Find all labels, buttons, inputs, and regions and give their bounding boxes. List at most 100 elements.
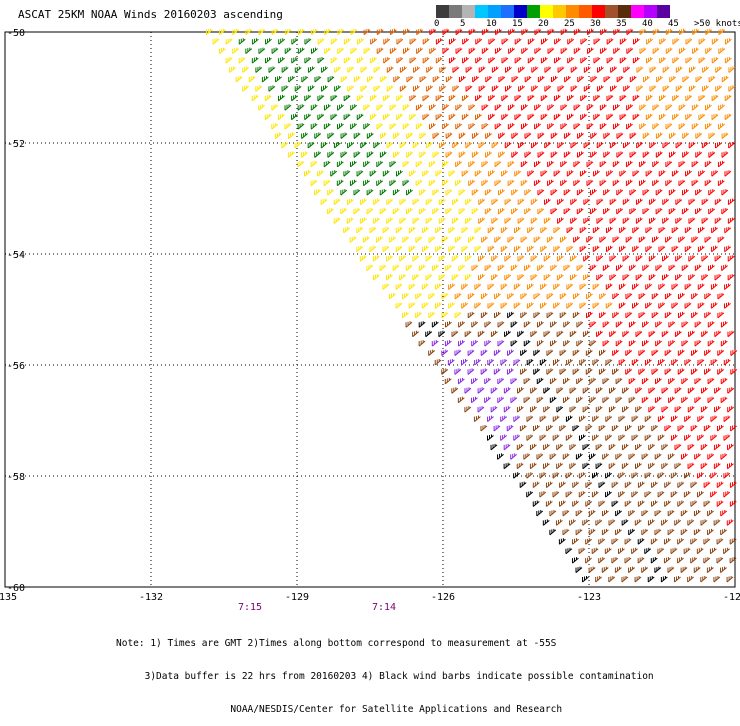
wind-barb bbox=[677, 311, 685, 319]
wind-barb bbox=[468, 236, 475, 243]
wind-barb bbox=[478, 141, 486, 149]
lon-tick-label: -120 bbox=[723, 592, 740, 603]
wind-barb bbox=[484, 340, 492, 347]
wind-barb bbox=[586, 179, 594, 187]
wind-barb bbox=[580, 38, 588, 45]
wind-barb bbox=[539, 359, 547, 366]
wind-barb bbox=[311, 28, 318, 36]
wind-barb bbox=[708, 189, 716, 196]
wind-barb bbox=[363, 160, 370, 168]
wind-barb bbox=[724, 283, 731, 290]
wind-barb bbox=[540, 94, 548, 102]
wind-barb bbox=[675, 255, 682, 262]
wind-barb bbox=[650, 538, 658, 545]
wind-barb bbox=[464, 274, 472, 281]
wind-barb bbox=[632, 94, 640, 102]
wind-barb bbox=[294, 85, 302, 92]
wind-barb bbox=[360, 66, 368, 73]
wind-barb bbox=[402, 292, 409, 300]
wind-barb bbox=[461, 113, 469, 121]
wind-barb bbox=[609, 198, 617, 205]
wind-barb bbox=[297, 47, 305, 55]
wind-barb bbox=[727, 387, 735, 394]
wind-barb bbox=[596, 198, 604, 205]
wind-barb bbox=[687, 519, 695, 526]
wind-barb bbox=[402, 123, 410, 130]
wind-barb bbox=[330, 94, 338, 102]
wind-barb bbox=[704, 292, 712, 300]
wind-barb bbox=[212, 38, 220, 45]
wind-barb bbox=[654, 396, 662, 404]
wind-barb bbox=[625, 236, 633, 243]
wind-barb bbox=[582, 519, 590, 526]
wind-barb bbox=[601, 509, 609, 517]
wind-barb bbox=[497, 453, 504, 460]
wind-barb bbox=[674, 576, 681, 583]
wind-barb bbox=[350, 28, 358, 36]
wind-barb bbox=[451, 255, 459, 262]
wind-barb bbox=[405, 208, 413, 215]
wind-barb bbox=[726, 462, 734, 470]
wind-barb bbox=[618, 472, 626, 479]
wind-barb bbox=[706, 566, 714, 573]
wind-barb bbox=[441, 160, 449, 168]
wind-barb bbox=[693, 528, 701, 536]
wind-barb bbox=[340, 75, 348, 83]
wind-barb bbox=[379, 208, 387, 215]
wind-barb bbox=[720, 377, 728, 385]
wind-barb bbox=[336, 179, 344, 187]
wind-barb bbox=[622, 198, 630, 205]
wind-barb bbox=[639, 47, 647, 55]
wind-barb bbox=[406, 189, 413, 196]
wind-barb bbox=[585, 425, 593, 432]
wind-barb bbox=[488, 38, 496, 45]
wind-barb bbox=[264, 113, 272, 121]
wind-barb bbox=[343, 57, 351, 64]
wind-barb bbox=[225, 38, 233, 45]
wind-barb bbox=[588, 528, 596, 536]
wind-barb bbox=[579, 170, 587, 177]
wind-barb bbox=[695, 151, 703, 158]
wind-barb bbox=[639, 123, 647, 130]
wind-barb bbox=[575, 566, 583, 573]
wind-barb bbox=[634, 576, 642, 583]
wind-barb bbox=[475, 57, 483, 64]
wind-barb bbox=[503, 387, 511, 394]
wind-barb bbox=[649, 198, 656, 205]
wind-barb bbox=[718, 47, 726, 55]
wind-barb bbox=[452, 198, 459, 205]
legend-swatch bbox=[566, 5, 579, 18]
wind-barb bbox=[537, 208, 545, 215]
wind-barb bbox=[697, 415, 705, 422]
wind-barb bbox=[526, 359, 534, 366]
wind-barb bbox=[408, 245, 416, 253]
wind-barb bbox=[261, 75, 269, 83]
wind-barb bbox=[487, 434, 494, 441]
wind-barb bbox=[448, 57, 456, 64]
wind-barb bbox=[531, 85, 539, 92]
wind-barb bbox=[524, 132, 532, 139]
wind-barb bbox=[674, 519, 682, 526]
wind-barb bbox=[603, 189, 610, 196]
wind-barb bbox=[386, 274, 393, 281]
wind-barb bbox=[583, 274, 590, 281]
wind-barb bbox=[455, 104, 463, 111]
wind-barb bbox=[520, 292, 528, 300]
wind-barb bbox=[467, 292, 475, 300]
wind-barb bbox=[422, 38, 430, 45]
wind-barb bbox=[517, 330, 525, 338]
wind-barb bbox=[682, 151, 689, 158]
wind-barb bbox=[716, 425, 724, 432]
wind-barb bbox=[610, 85, 617, 92]
wind-barb bbox=[700, 406, 708, 413]
wind-barb bbox=[578, 434, 586, 441]
wind-barb bbox=[459, 75, 466, 83]
wind-barb bbox=[412, 217, 420, 224]
wind-barb bbox=[635, 255, 643, 262]
wind-barb bbox=[403, 28, 410, 36]
wind-barb bbox=[563, 189, 571, 196]
wind-barb bbox=[570, 198, 578, 205]
wind-barb bbox=[619, 245, 626, 253]
wind-barb bbox=[723, 359, 731, 366]
wind-barb bbox=[382, 245, 390, 253]
